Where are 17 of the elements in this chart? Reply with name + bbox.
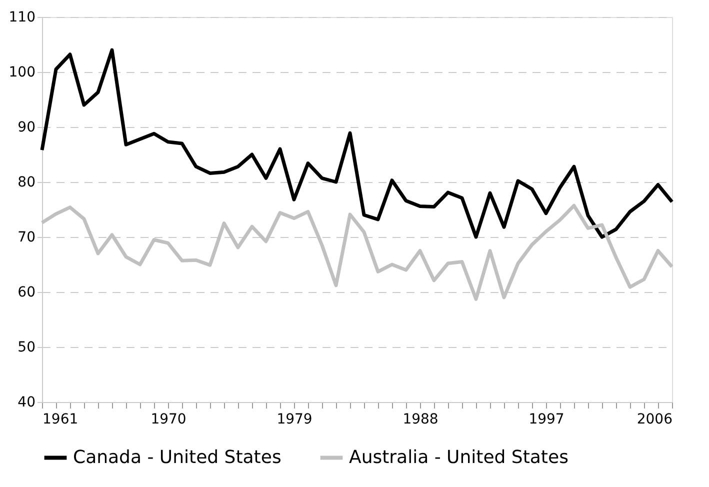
y-tick-label: 110	[8, 10, 36, 26]
y-tick-label: 40	[18, 394, 36, 410]
y-tick-label: 90	[18, 120, 36, 136]
y-tick-label: 50	[18, 340, 36, 356]
line-series	[40, 48, 674, 239]
x-tick-label: 1979	[276, 412, 312, 428]
x-tick-label: 2006	[636, 412, 673, 428]
x-tick-label: 1988	[402, 412, 438, 428]
y-tick-label: 70	[18, 230, 36, 246]
x-tick-label: 1970	[150, 412, 186, 428]
legend-label: Australia - United States	[349, 446, 568, 468]
y-tick-label: 100	[8, 64, 36, 80]
x-tick-label: 1997	[528, 412, 564, 428]
legend-label: Canada - United States	[73, 446, 282, 468]
x-tick-label: 1961	[42, 412, 78, 428]
y-tick-label: 80	[18, 174, 36, 190]
y-tick-label: 60	[18, 284, 36, 300]
